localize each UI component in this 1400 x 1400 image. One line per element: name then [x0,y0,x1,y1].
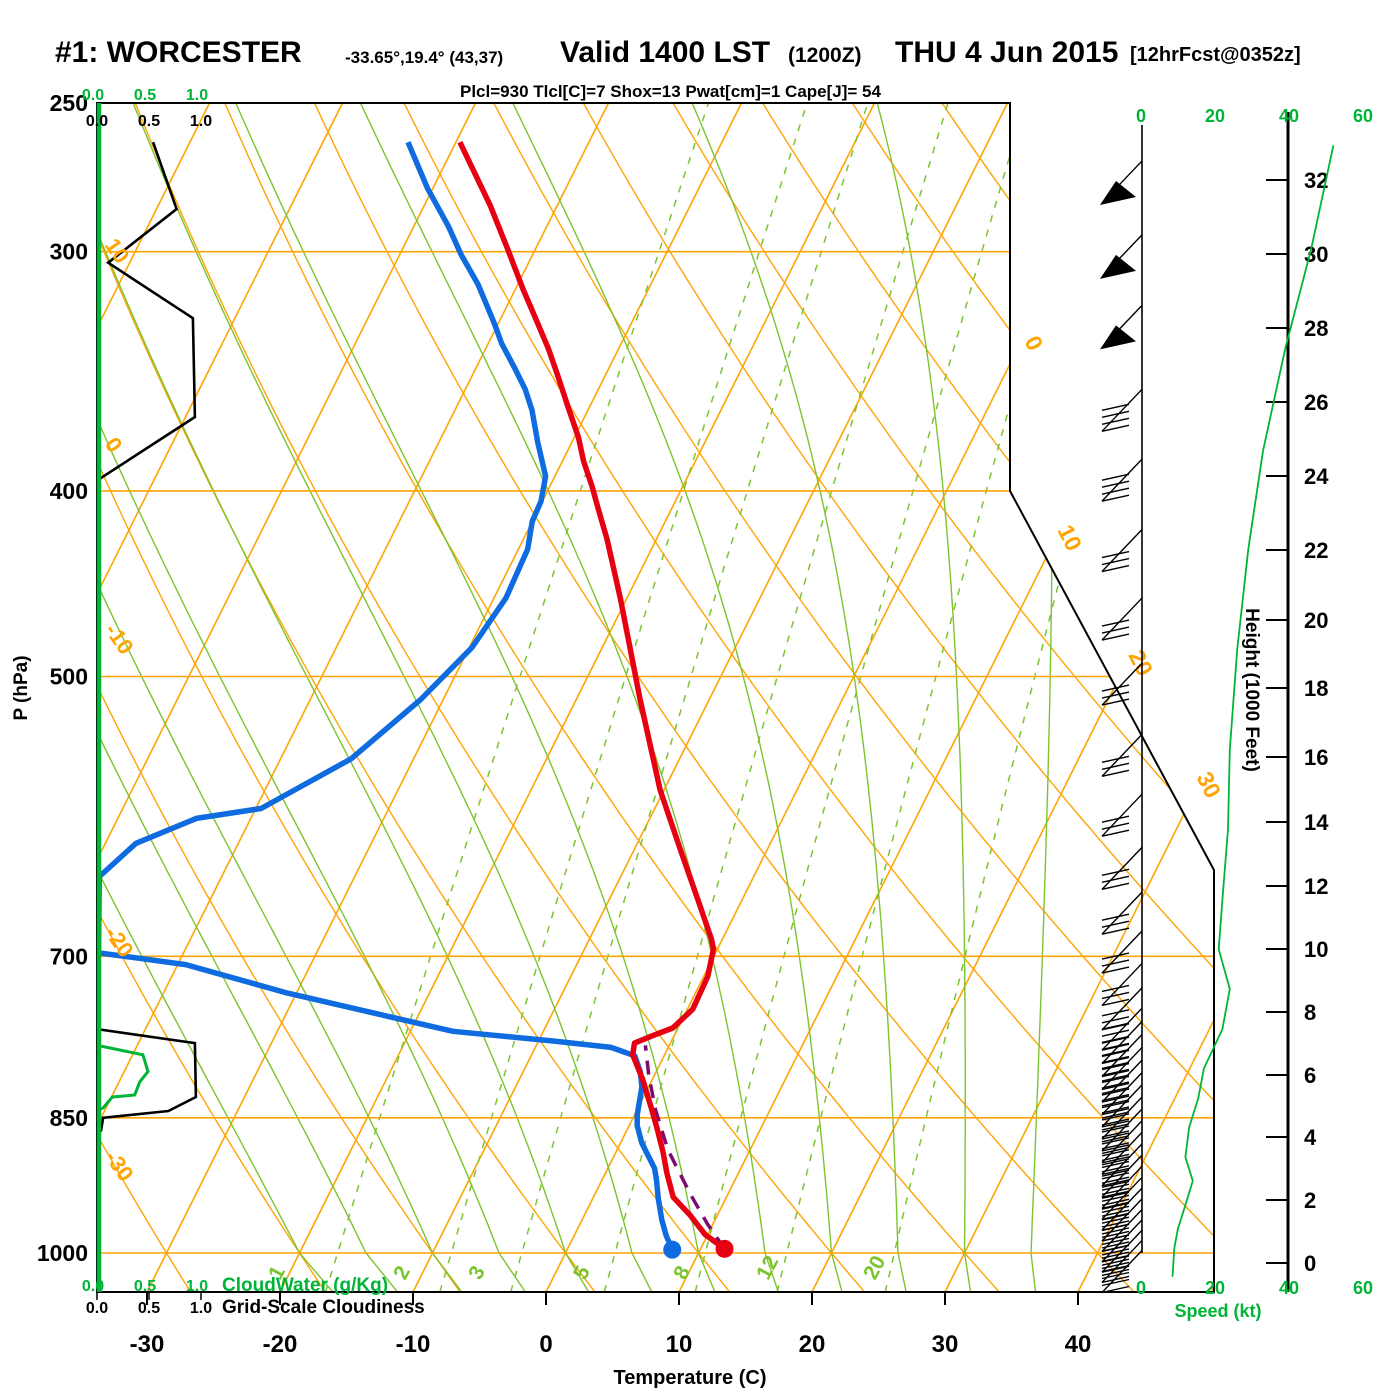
mixing-ratio-label: 3 [464,1262,490,1283]
height-tick-label: 14 [1304,810,1329,835]
isotherm-label: 30 [1192,767,1227,802]
speed-tick-bottom: 0 [1136,1278,1146,1298]
forecast-tag: [12hrFcst@0352z] [1130,44,1301,66]
temperature-tick-label: 10 [666,1331,693,1358]
temperature-tick-label: -30 [130,1331,165,1358]
height-tick-label: 10 [1304,937,1328,962]
cloudwater-scale-top: 0.5 [134,87,156,104]
height-tick-label: 2 [1304,1188,1316,1213]
pressure-tick-label: 300 [50,239,88,265]
pressure-tick-label: 700 [50,943,88,969]
surface-temperature-dot [715,1239,734,1258]
station-coordinates: -33.65°,19.4° (43,37) [345,48,504,67]
cloudiness-label: Grid-Scale Cloudiness [222,1297,425,1318]
dry-adiabat-label: -30 [100,1146,139,1186]
dry-adiabat-label: -10 [100,619,139,659]
height-tick-label: 26 [1304,390,1328,415]
cloudiness-scale-top: 0.0 [86,113,108,130]
height-tick-label: 18 [1304,676,1328,701]
height-tick-label: 8 [1304,1000,1316,1025]
cloudwater-scale-top: 1.0 [186,87,208,104]
pressure-axis-title: P (hPa) [11,655,32,720]
cloudiness-scale-top: 1.0 [190,113,212,130]
speed-tick-bottom: 40 [1279,1278,1299,1298]
isotherm-label: 20 [1124,645,1159,680]
cloudwater-label: CloudWater (g/Kg) [222,1275,388,1296]
cloudiness-scale-bottom: 0.0 [86,1300,108,1317]
temperature-tick-label: -20 [263,1331,298,1358]
height-tick-label: 6 [1304,1063,1316,1088]
height-tick-label: 16 [1304,745,1328,770]
temperature-tick-label: 40 [1065,1331,1092,1358]
cloudiness-scale-top: 0.5 [138,113,160,130]
valid-time: Valid 1400 LST [560,36,771,69]
height-tick-label: 4 [1304,1125,1317,1150]
pressure-tick-label: 500 [50,664,88,690]
mixing-ratio-label: 12 [752,1252,783,1283]
pressure-tick-label: 850 [50,1105,88,1131]
height-tick-label: 0 [1304,1251,1316,1276]
speed-tick-bottom: 60 [1353,1278,1373,1298]
indices-line: Plcl=930 Tlcl[C]=7 Shox=13 Pwat[cm]=1 Ca… [460,82,881,101]
speed-tick-top: 20 [1205,106,1225,126]
mixing-ratio-label: 5 [569,1262,595,1283]
temperature-tick-label: 20 [799,1331,826,1358]
valid-date: THU 4 Jun 2015 [895,36,1119,69]
temperature-tick-label: 0 [539,1331,552,1358]
height-tick-label: 24 [1304,464,1329,489]
temperature-axis-title: Temperature (C) [614,1367,767,1389]
station-title: #1: WORCESTER [55,36,302,69]
speed-tick-top: 0 [1136,106,1146,126]
height-tick-label: 28 [1304,316,1328,341]
isotherm-label: 10 [1053,520,1088,555]
speed-tick-top: 40 [1279,106,1299,126]
mixing-ratio-label: 20 [859,1252,890,1283]
isotherm-label: 0 [1020,331,1049,354]
cloudwater-scale-top: 0.0 [82,87,104,104]
zulu-time: (1200Z) [788,44,862,67]
cloudwater-scale-bottom: 0.0 [82,1278,104,1295]
pressure-tick-label: 250 [50,90,88,116]
height-axis-title: Height (1000 Feet) [1241,608,1262,772]
pressure-tick-label: 1000 [37,1240,88,1266]
temperature-tick-label: 30 [932,1331,959,1358]
height-tick-label: 22 [1304,538,1328,563]
mixing-ratio-label: 8 [669,1262,695,1283]
surface-dewpoint-dot [663,1240,682,1259]
speed-tick-top: 60 [1353,106,1373,126]
pressure-tick-label: 400 [50,478,88,504]
cloudwater-scale-bottom: 0.5 [134,1278,156,1295]
mixing-ratio-label: 2 [389,1262,415,1283]
cloudiness-scale-bottom: 1.0 [190,1300,212,1317]
height-tick-label: 20 [1304,608,1328,633]
temperature-tick-label: -10 [396,1331,431,1358]
cloudiness-scale-bottom: 0.5 [138,1300,160,1317]
height-tick-label: 12 [1304,874,1328,899]
cloudwater-scale-bottom: 1.0 [186,1278,208,1295]
speed-axis-title: Speed (kt) [1174,1301,1261,1321]
speed-tick-bottom: 20 [1205,1278,1225,1298]
